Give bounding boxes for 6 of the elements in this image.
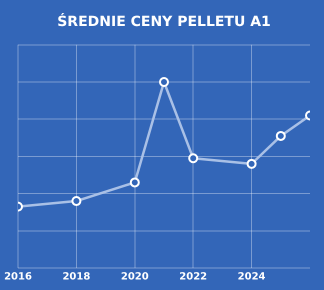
- x-tick-label: 2022: [179, 272, 208, 283]
- x-tick-label: 2024: [238, 272, 266, 283]
- x-tick-label: 2018: [62, 272, 90, 283]
- chart-title: ŚREDNIE CENY PELLETU A1: [57, 13, 271, 30]
- x-tick-label: 2016: [4, 272, 32, 283]
- x-tick-label: 2020: [120, 272, 149, 283]
